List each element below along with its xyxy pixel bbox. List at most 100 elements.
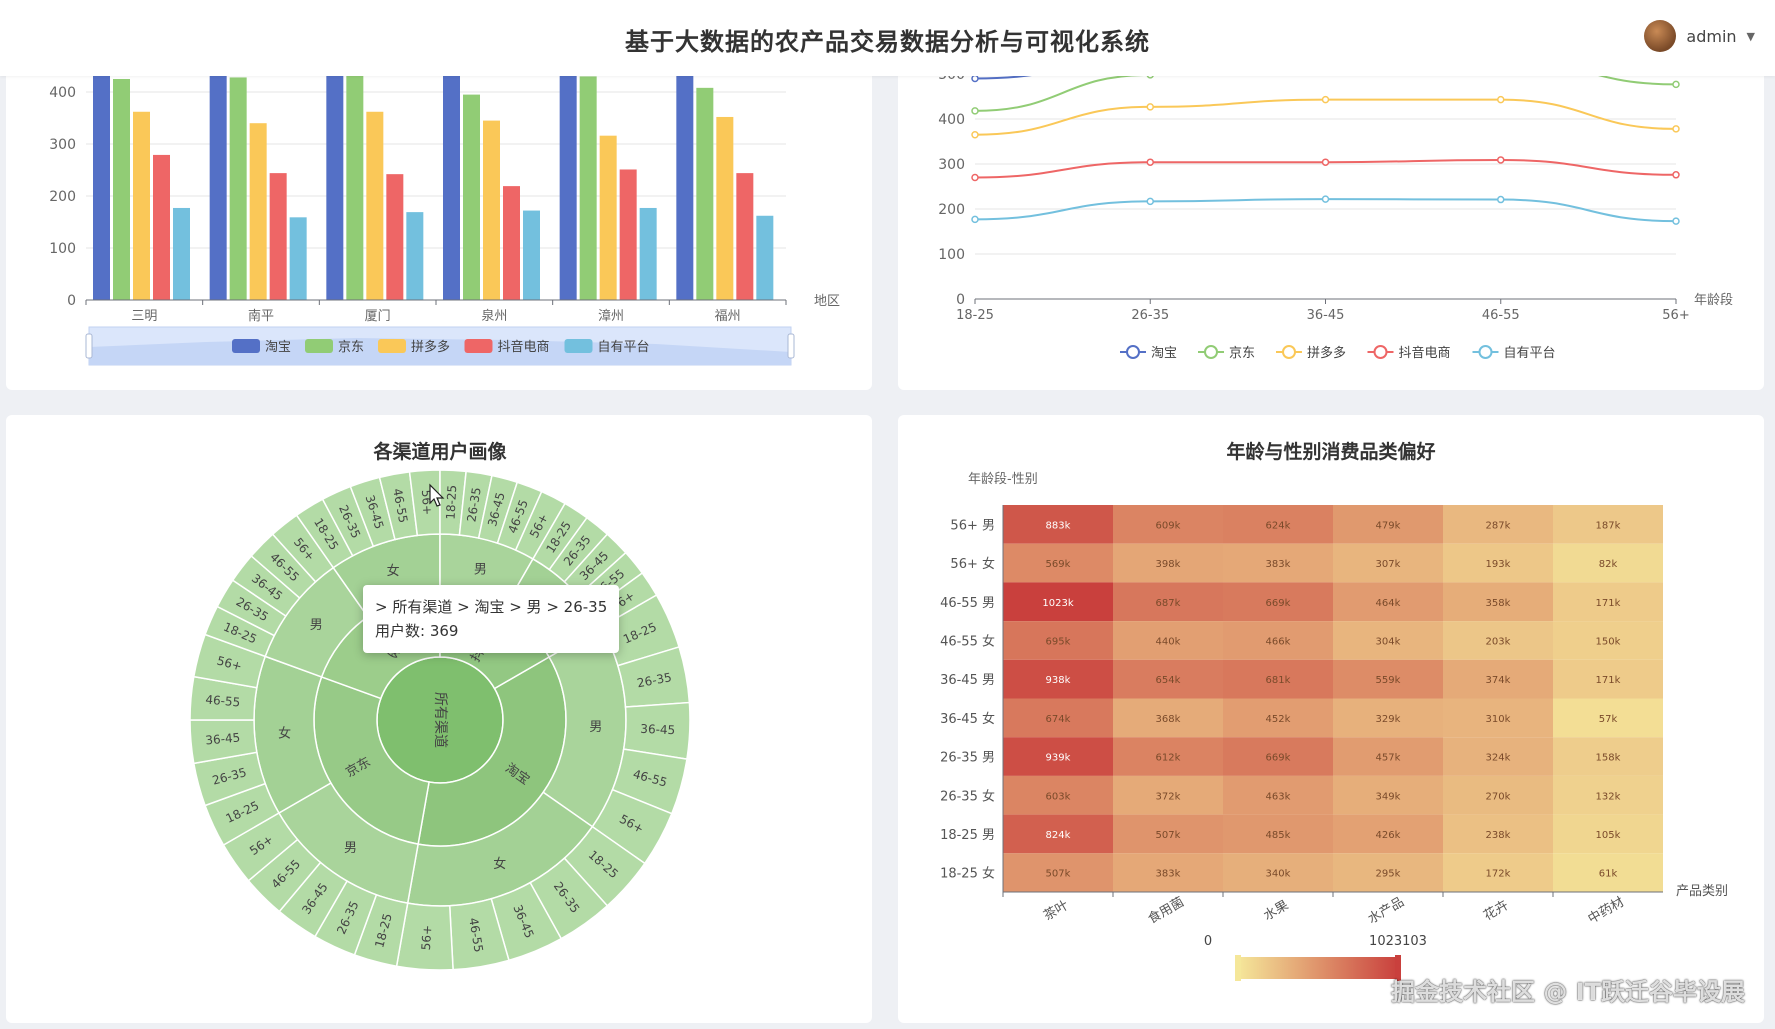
- heatmap-cell[interactable]: [1113, 543, 1223, 583]
- heatmap-cell[interactable]: [1553, 775, 1663, 815]
- line-point[interactable]: [1146, 103, 1154, 111]
- bar[interactable]: [483, 120, 500, 300]
- heatmap-cell[interactable]: [1223, 505, 1333, 544]
- bar[interactable]: [523, 210, 540, 300]
- heatmap-cell[interactable]: [1443, 853, 1553, 892]
- heatmap-cell[interactable]: [1443, 621, 1553, 660]
- line-point[interactable]: [1146, 158, 1154, 166]
- bar[interactable]: [619, 169, 637, 300]
- bar[interactable]: [696, 87, 714, 300]
- legend-label[interactable]: 京东: [338, 340, 364, 355]
- legend-label[interactable]: 自有平台: [1504, 346, 1556, 361]
- line-point[interactable]: [1497, 95, 1505, 104]
- legend-label[interactable]: 淘宝: [265, 340, 291, 355]
- heatmap-cell[interactable]: [1003, 814, 1113, 854]
- line-point[interactable]: [1497, 195, 1505, 204]
- heatmap-cell[interactable]: [1003, 659, 1113, 699]
- bar[interactable]: [676, 62, 694, 300]
- bar[interactable]: [443, 62, 460, 301]
- bar[interactable]: [386, 174, 404, 300]
- heatmap-cell[interactable]: [1333, 582, 1443, 622]
- heatmap-cell[interactable]: [1003, 775, 1113, 815]
- heatmap-cell[interactable]: [1333, 505, 1443, 544]
- legend-swatch[interactable]: [305, 339, 333, 353]
- heatmap-cell[interactable]: [1113, 737, 1223, 776]
- bar[interactable]: [93, 62, 110, 301]
- heatmap-cell[interactable]: [1113, 582, 1223, 622]
- heatmap-cell[interactable]: [1553, 582, 1663, 622]
- heatmap-cell[interactable]: [1223, 775, 1333, 815]
- bar[interactable]: [249, 123, 267, 300]
- heatmap-cell[interactable]: [1443, 659, 1553, 699]
- username[interactable]: admin: [1686, 26, 1737, 46]
- series-line[interactable]: [974, 62, 1677, 112]
- bar[interactable]: [173, 207, 190, 300]
- heatmap-cell[interactable]: [1223, 737, 1333, 776]
- heatmap-cell[interactable]: [1003, 505, 1113, 544]
- bar[interactable]: [133, 111, 150, 300]
- heatmap-cell[interactable]: [1003, 582, 1113, 622]
- bar[interactable]: [599, 135, 617, 300]
- line-point[interactable]: [1321, 195, 1330, 203]
- heatmap-cell[interactable]: [1333, 737, 1443, 776]
- line-point[interactable]: [1672, 171, 1680, 179]
- heatmap-cell[interactable]: [1443, 505, 1553, 544]
- heatmap-cell[interactable]: [1223, 621, 1333, 660]
- legend-marker[interactable]: [1204, 345, 1218, 359]
- heatmap-cell[interactable]: [1003, 698, 1113, 738]
- legend-label[interactable]: 拼多多: [1307, 345, 1346, 361]
- line-point[interactable]: [971, 107, 979, 115]
- heatmap-cell[interactable]: [1333, 814, 1443, 854]
- heatmap-cell[interactable]: [1333, 775, 1443, 815]
- line-point[interactable]: [1321, 95, 1330, 104]
- heatmap-cell[interactable]: [1443, 698, 1553, 738]
- line-point[interactable]: [1146, 197, 1154, 206]
- legend-swatch[interactable]: [464, 339, 493, 353]
- heatmap-cell[interactable]: [1443, 814, 1553, 854]
- heatmap-cell[interactable]: [1443, 737, 1553, 776]
- bar[interactable]: [639, 207, 657, 300]
- legend-label[interactable]: 拼多多: [411, 339, 450, 355]
- heatmap-cell[interactable]: [1223, 853, 1333, 892]
- heatmap-cell[interactable]: [1113, 814, 1223, 854]
- legend-swatch[interactable]: [378, 339, 406, 353]
- line-point[interactable]: [1672, 125, 1680, 133]
- legend-marker[interactable]: [1478, 345, 1493, 359]
- bar[interactable]: [366, 111, 384, 300]
- bar[interactable]: [559, 62, 577, 301]
- heatmap-cell[interactable]: [1443, 543, 1553, 583]
- heatmap-cell[interactable]: [1553, 737, 1663, 776]
- heatmap-cell[interactable]: [1223, 814, 1333, 854]
- bar[interactable]: [153, 154, 170, 300]
- heatmap-cell[interactable]: [1223, 582, 1333, 622]
- heatmap-cell[interactable]: [1553, 543, 1663, 583]
- line-point[interactable]: [971, 131, 979, 139]
- legend-marker[interactable]: [1373, 345, 1388, 359]
- visual-map-handle-min[interactable]: [1235, 955, 1241, 981]
- heatmap-cell[interactable]: [1333, 698, 1443, 738]
- heatmap-cell[interactable]: [1113, 621, 1223, 660]
- legend-label[interactable]: 淘宝: [1151, 346, 1177, 361]
- line-point[interactable]: [971, 74, 979, 83]
- bar[interactable]: [579, 76, 597, 301]
- line-point[interactable]: [1497, 156, 1505, 164]
- caret-down-icon[interactable]: ▼: [1746, 29, 1755, 43]
- heatmap-cell[interactable]: [1003, 621, 1113, 660]
- legend-label[interactable]: 京东: [1229, 346, 1255, 361]
- heatmap-cell[interactable]: [1333, 543, 1443, 583]
- datazoom-handle-left[interactable]: [85, 333, 93, 359]
- bar[interactable]: [229, 77, 247, 300]
- bar[interactable]: [463, 94, 480, 300]
- legend-label[interactable]: 抖音电商: [1399, 345, 1451, 361]
- legend-swatch[interactable]: [232, 339, 260, 353]
- heatmap-cell[interactable]: [1333, 621, 1443, 660]
- heatmap-cell[interactable]: [1003, 543, 1113, 583]
- heatmap-cell[interactable]: [1553, 659, 1663, 699]
- heatmap-cell[interactable]: [1223, 543, 1333, 583]
- bar[interactable]: [209, 62, 227, 300]
- heatmap-cell[interactable]: [1553, 505, 1663, 544]
- bar[interactable]: [756, 215, 774, 300]
- heatmap-cell[interactable]: [1113, 853, 1223, 892]
- heatmap-cell[interactable]: [1113, 775, 1223, 815]
- line-point[interactable]: [1672, 217, 1680, 225]
